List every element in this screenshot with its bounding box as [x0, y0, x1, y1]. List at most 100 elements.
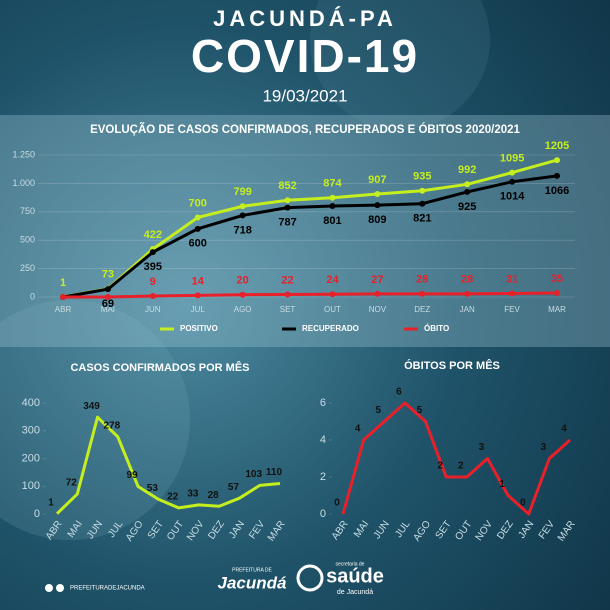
point	[419, 200, 426, 207]
y-tick-label: 750	[20, 206, 35, 216]
data-label: 3	[541, 442, 547, 453]
data-label: 103	[245, 469, 262, 480]
x-tick-label: MAR	[548, 305, 566, 314]
logo: saúde	[326, 565, 384, 587]
point	[464, 181, 471, 188]
data-label: 787	[278, 217, 296, 229]
point	[284, 204, 291, 211]
point	[509, 169, 516, 176]
data-label: 5	[375, 405, 381, 416]
data-label: 20	[237, 275, 249, 287]
point	[329, 291, 336, 298]
data-label: 6	[396, 387, 402, 398]
chart-title: CASOS CONFIRMADOS POR MÊS	[70, 361, 249, 374]
point	[509, 290, 516, 297]
data-label: 700	[189, 197, 207, 209]
x-tick-label: SET	[280, 305, 296, 314]
data-label: 422	[144, 229, 162, 241]
data-label: 852	[278, 180, 296, 192]
data-label: 22	[281, 274, 293, 286]
data-label: 992	[458, 164, 476, 176]
y-tick-label: 300	[22, 425, 40, 437]
virus-decoration	[310, 0, 490, 130]
point	[464, 188, 471, 195]
data-label: 69	[102, 298, 114, 310]
data-label: 0	[334, 498, 340, 509]
point	[284, 291, 291, 298]
y-tick-label: 0	[34, 508, 40, 520]
data-label: 278	[103, 420, 120, 431]
point	[194, 225, 201, 232]
x-tick-label: AGO	[234, 305, 252, 314]
point	[60, 294, 66, 300]
point	[239, 203, 246, 210]
data-label: 907	[368, 174, 386, 186]
chart-title: ÓBITOS POR MÊS	[404, 359, 500, 372]
line	[341, 401, 572, 516]
data-label: 9	[150, 276, 156, 288]
data-label: 14	[192, 275, 205, 287]
line	[55, 415, 281, 515]
data-label: 2	[458, 461, 464, 472]
y-tick-label: 0	[30, 291, 35, 301]
y-tick-label: 2	[320, 471, 326, 483]
data-label: 4	[561, 424, 567, 435]
legend-label: POSITIVO	[180, 324, 218, 333]
x-tick-label: JUN	[145, 305, 161, 314]
data-label: 925	[458, 201, 476, 213]
data-label: 110	[266, 467, 283, 478]
data-label: 31	[506, 273, 518, 285]
y-tick-label: 250	[20, 263, 35, 273]
data-label: 35	[551, 273, 563, 285]
point	[104, 286, 111, 293]
y-tick-label: 1.250	[12, 149, 35, 159]
data-label: 3	[479, 442, 485, 453]
legend-label: RECUPERADO	[302, 324, 359, 333]
data-label: 874	[323, 178, 342, 190]
x-tick-label: DEZ	[414, 305, 430, 314]
icon	[56, 584, 64, 592]
icon	[45, 584, 53, 592]
logo-top: secretaria de	[336, 561, 365, 567]
legend-label: ÓBITO	[424, 324, 449, 333]
panel	[0, 115, 610, 347]
data-label: 4	[355, 424, 361, 435]
place: JACUNDÁ-PA	[213, 6, 397, 31]
point	[464, 290, 471, 297]
data-label: 809	[368, 214, 386, 226]
point	[239, 212, 246, 219]
y-tick-label: 0	[320, 508, 326, 520]
data-label: 1066	[545, 185, 569, 197]
title: COVID-19	[191, 30, 419, 82]
point	[374, 202, 381, 209]
x-tick-label: OUT	[324, 305, 341, 314]
point	[554, 290, 560, 297]
x-tick-label: JUL	[191, 305, 206, 314]
data-label: 28	[208, 490, 220, 501]
point	[149, 249, 156, 256]
data-label: 24	[326, 274, 339, 286]
data-label: 349	[83, 401, 100, 412]
data-label: 22	[167, 492, 179, 503]
x-tick-label: NOV	[369, 305, 387, 314]
logo-bottom: de Jacundá	[337, 589, 373, 596]
point	[329, 203, 336, 210]
line	[62, 158, 558, 299]
y-tick-label: 100	[22, 480, 40, 492]
y-tick-label: 500	[20, 235, 35, 245]
data-label: 935	[413, 171, 431, 183]
x-tick-label: FEV	[504, 305, 520, 314]
x-tick-label: JAN	[460, 305, 475, 314]
y-tick-label: 6	[320, 397, 326, 409]
point	[554, 157, 560, 164]
point	[104, 294, 111, 300]
y-tick-label: 400	[22, 397, 40, 409]
data-label: 1014	[500, 191, 525, 203]
date: 19/03/2021	[262, 86, 347, 105]
data-label: 821	[413, 213, 431, 225]
x-tick-label: ABR	[55, 305, 72, 314]
data-label: 53	[147, 483, 159, 494]
data-label: 799	[233, 186, 251, 198]
